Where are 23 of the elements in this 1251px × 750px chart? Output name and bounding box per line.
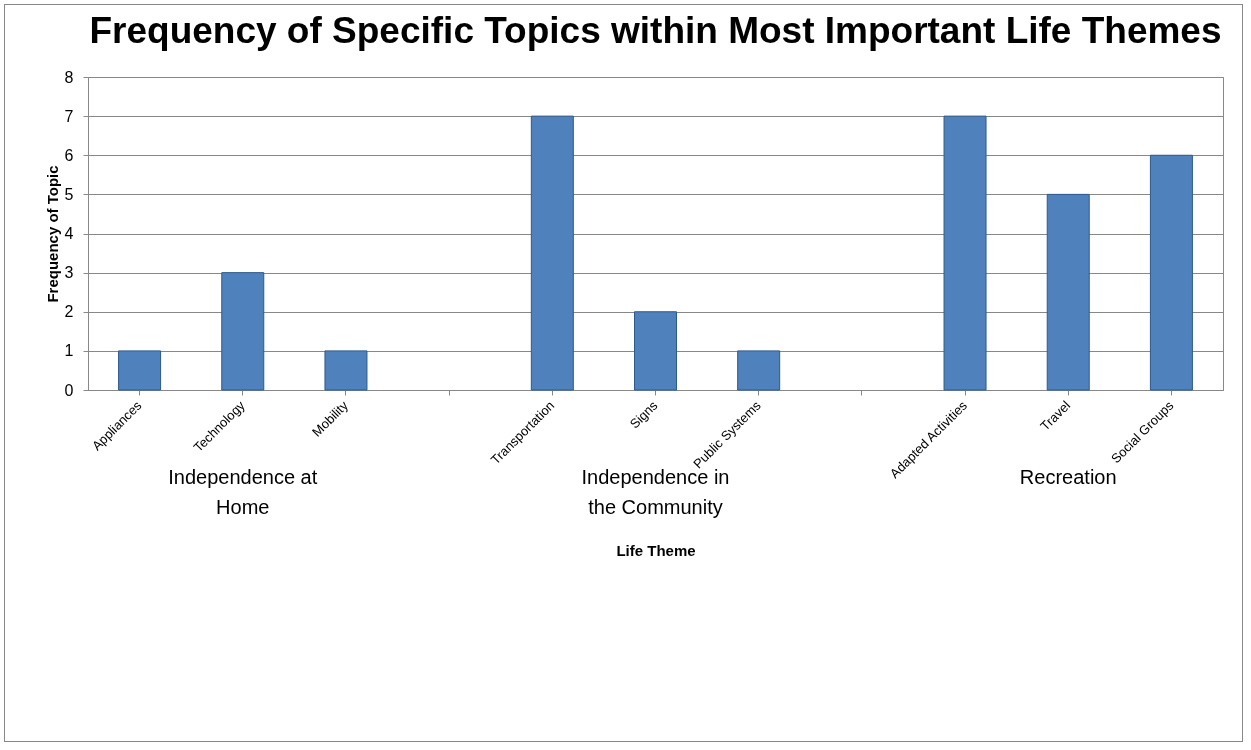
- y-tick-label: 0: [64, 381, 74, 399]
- y-tick-label: 2: [64, 303, 74, 321]
- text: Recreation: [1019, 466, 1117, 488]
- bar: [118, 350, 162, 391]
- text: Independence at Home: [168, 466, 318, 518]
- chart-title: Frequency of Specific Topics within Most Important Life Themes: [89, 10, 1222, 51]
- bar: [1046, 193, 1090, 391]
- x-axis-title: Life Theme: [616, 541, 696, 559]
- y-tick-label: 7: [64, 107, 74, 125]
- y-tick-label: 3: [64, 264, 74, 282]
- y-tick-label: 8: [64, 68, 74, 86]
- bar: [530, 115, 574, 391]
- y-tick-label: 6: [64, 146, 74, 164]
- bar: [634, 311, 677, 391]
- bar: [1149, 154, 1193, 391]
- bar: [737, 350, 781, 391]
- bar: [943, 115, 987, 391]
- bar: [221, 272, 265, 391]
- bar: [324, 350, 368, 391]
- y-axis-title: Frequency of Topic: [43, 165, 61, 303]
- y-tick-label: 4: [64, 225, 74, 242]
- y-tick-label: 5: [64, 185, 74, 203]
- y-tick-label: 1: [64, 342, 74, 360]
